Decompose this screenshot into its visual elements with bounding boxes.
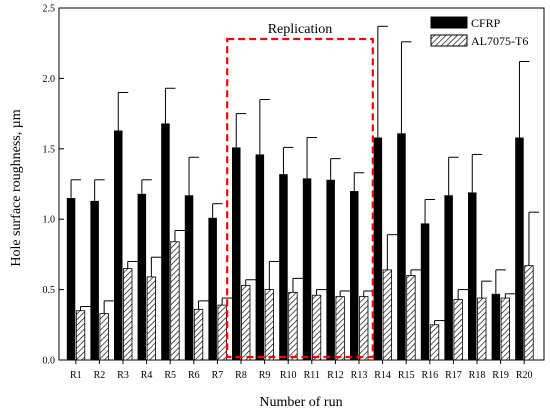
bar-al7075-r8 <box>241 284 251 361</box>
x-tick-label: R8 <box>235 370 247 381</box>
x-tick-label: R12 <box>327 370 344 381</box>
bar-al7075-r9 <box>264 289 275 361</box>
y-tick-label: 0.5 <box>43 285 56 296</box>
replication-box <box>226 37 374 359</box>
error-bars-group <box>70 25 539 325</box>
bar-cfrp-r18 <box>468 192 477 360</box>
bar-al7075-r4 <box>146 276 157 361</box>
bar-cfrp-r20 <box>515 137 524 360</box>
y-tick-label: 1.0 <box>43 215 56 226</box>
bar-al7075-r12 <box>335 296 345 361</box>
bar-al7075-r18 <box>477 297 487 361</box>
bar-al7075-r3 <box>123 268 133 361</box>
bar-cfrp-r2 <box>90 200 99 360</box>
replication-label: Replication <box>268 22 333 37</box>
bar-al7075-r13 <box>359 296 369 361</box>
x-tick-label: R6 <box>188 370 200 381</box>
bar-cfrp-r9 <box>255 154 265 360</box>
x-tick-label: R10 <box>280 370 297 381</box>
x-tick-label: R18 <box>469 370 486 381</box>
y-tick-label: 2.5 <box>43 4 56 15</box>
bar-al7075-r15 <box>406 275 416 361</box>
x-axis-title: Number of run <box>259 395 342 410</box>
bar-cfrp-r10 <box>279 174 288 360</box>
legend-swatch-cfrp <box>430 16 468 29</box>
bar-cfrp-r1 <box>66 198 76 360</box>
bar-al7075-r1 <box>75 310 86 361</box>
x-tick-label: R5 <box>164 370 176 381</box>
bar-al7075-r11 <box>311 294 322 361</box>
x-axis: R1 R2 R3 R4 R5 R6 R7 R8 R9 R10 R11 R12 R13 R14 R15 R16 R… <box>70 360 533 381</box>
x-tick-label: R15 <box>398 370 415 381</box>
x-tick-label: R16 <box>421 370 438 381</box>
bars-group <box>66 123 534 361</box>
bar-al7075-r14 <box>382 269 393 361</box>
plot-frame <box>58 7 545 361</box>
bar-cfrp-r7 <box>208 217 217 360</box>
legend-label-al: AL7075-T6 <box>471 34 528 48</box>
legend-swatch-al <box>430 34 468 47</box>
bar-cfrp-r17 <box>444 195 453 360</box>
x-tick-label: R17 <box>445 370 462 381</box>
bar-al7075-r19 <box>500 297 511 361</box>
bar-cfrp-r11 <box>302 178 312 360</box>
x-tick-label: R3 <box>117 370 129 381</box>
x-tick-label: R7 <box>212 370 224 381</box>
x-tick-label: R2 <box>94 370 106 381</box>
bar-cfrp-r15 <box>397 133 406 360</box>
bar-cfrp-r12 <box>326 179 335 360</box>
x-tick-label: R11 <box>304 370 320 381</box>
x-tick-label: R1 <box>70 370 82 381</box>
bar-al7075-r7 <box>217 304 227 361</box>
y-tick-label: 0.0 <box>43 356 56 367</box>
y-tick-label: 1.5 <box>43 144 56 155</box>
y-axis-title: Hole surface roughness, µm <box>9 109 24 266</box>
bar-cfrp-r16 <box>420 223 430 360</box>
legend-label-cfrp: CFRP <box>471 16 501 30</box>
bar-cfrp-r6 <box>184 195 194 360</box>
x-tick-label: R14 <box>374 370 391 381</box>
y-axis: 0.0 0.5 1.0 1.5 2.0 2.5 <box>43 4 64 367</box>
bar-al7075-r20 <box>524 265 534 361</box>
x-tick-label: R19 <box>492 370 509 381</box>
x-tick-label: R13 <box>351 370 368 381</box>
bar-cfrp-r14 <box>373 137 383 360</box>
bar-al7075-r2 <box>99 313 109 361</box>
y-tick-label: 2.0 <box>43 74 56 85</box>
bar-al7075-r6 <box>193 308 204 361</box>
bar-cfrp-r5 <box>161 123 170 361</box>
bar-cfrp-r3 <box>114 130 123 360</box>
bar-cfrp-r4 <box>137 193 147 360</box>
bar-al7075-r17 <box>453 299 463 361</box>
legend: CFRP AL7075-T6 <box>430 16 528 48</box>
bar-cfrp-r13 <box>350 191 359 360</box>
bar-al7075-r10 <box>288 292 298 361</box>
bar-al7075-r16 <box>429 324 440 361</box>
bar-cfrp-r19 <box>491 293 501 360</box>
bar-cfrp-r8 <box>232 147 241 360</box>
bar-al7075-r5 <box>170 241 180 361</box>
x-tick-label: R20 <box>516 370 533 381</box>
x-tick-label: R4 <box>141 370 153 381</box>
x-tick-label: R9 <box>259 370 271 381</box>
